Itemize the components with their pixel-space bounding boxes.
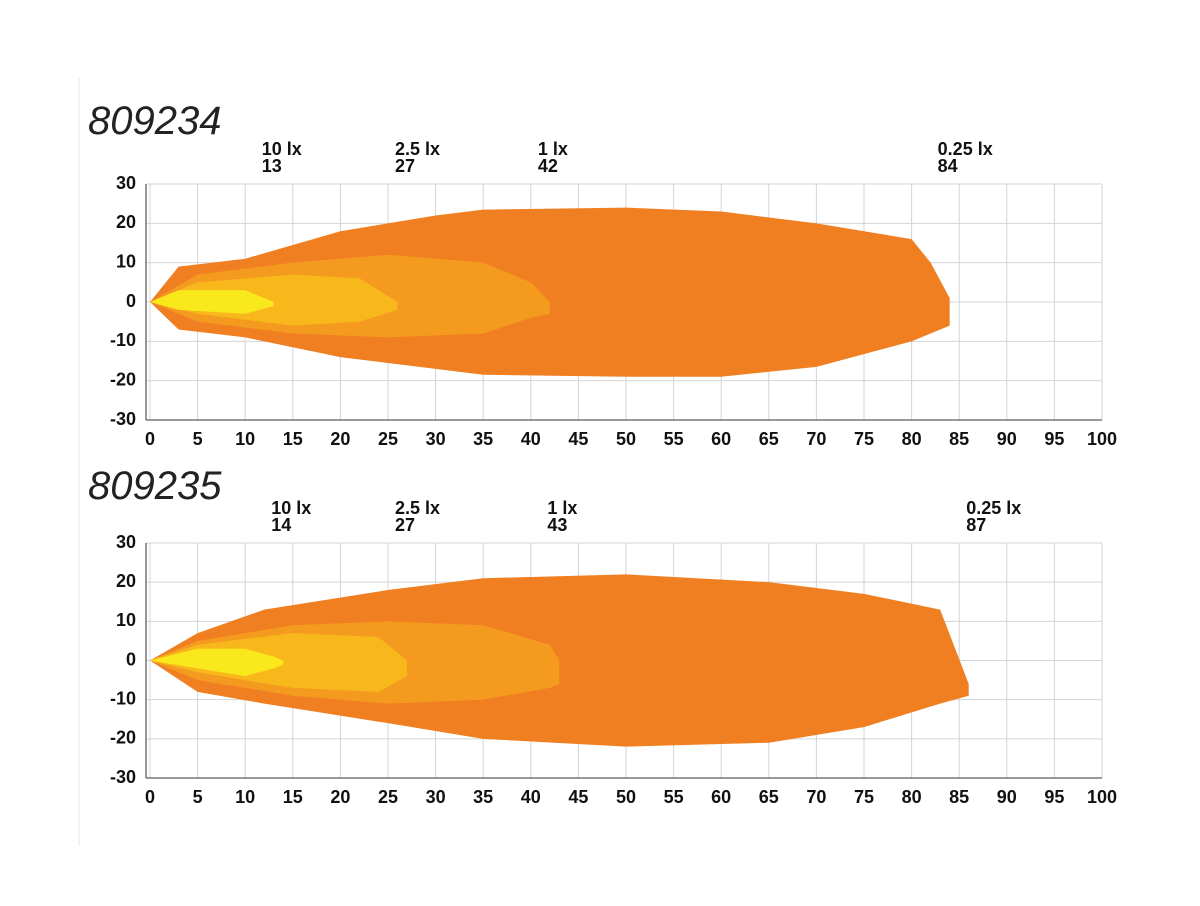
x-tick-label: 35: [473, 429, 493, 449]
x-tick-label: 5: [193, 787, 203, 807]
x-tick-label: 5: [193, 429, 203, 449]
x-tick-label: 15: [283, 429, 303, 449]
lux-distance: 42: [538, 156, 558, 176]
x-tick-label: 55: [664, 429, 684, 449]
lux-label: 10 lx: [262, 139, 302, 159]
lux-distance: 27: [395, 515, 415, 535]
lux-distance: 84: [938, 156, 958, 176]
y-tick-label: 20: [116, 212, 136, 232]
x-tick-label: 30: [426, 429, 446, 449]
lux-distance: 27: [395, 156, 415, 176]
isolux-area: [150, 274, 398, 326]
x-tick-label: 20: [330, 787, 350, 807]
x-tick-label: 100: [1087, 429, 1117, 449]
y-tick-label: -30: [110, 767, 136, 787]
x-tick-label: 95: [1044, 429, 1064, 449]
lux-label: 2.5 lx: [395, 498, 440, 518]
lux-label: 1 lx: [538, 139, 568, 159]
x-tick-label: 55: [664, 787, 684, 807]
x-tick-label: 10: [235, 429, 255, 449]
y-tick-label: 10: [116, 610, 136, 630]
y-tick-label: 10: [116, 251, 136, 271]
x-tick-label: 60: [711, 787, 731, 807]
y-tick-label: 0: [126, 291, 136, 311]
chart-title: 809234: [88, 99, 221, 143]
y-tick-label: -20: [110, 728, 136, 748]
x-tick-label: 50: [616, 429, 636, 449]
lux-distance: 87: [966, 515, 986, 535]
isolux-area: [150, 290, 274, 314]
x-tick-label: 75: [854, 787, 874, 807]
x-tick-label: 0: [145, 429, 155, 449]
lux-distance: 43: [547, 515, 567, 535]
lux-label: 0.25 lx: [966, 498, 1021, 518]
y-tick-label: 30: [116, 173, 136, 193]
x-tick-label: 40: [521, 787, 541, 807]
y-tick-label: 30: [116, 532, 136, 552]
lux-label: 1 lx: [547, 498, 577, 518]
lux-label: 2.5 lx: [395, 139, 440, 159]
x-tick-label: 85: [949, 429, 969, 449]
x-tick-label: 85: [949, 787, 969, 807]
x-tick-label: 90: [997, 429, 1017, 449]
y-tick-label: -10: [110, 330, 136, 350]
lux-distance: 14: [271, 515, 291, 535]
lux-label: 10 lx: [271, 498, 311, 518]
x-tick-label: 70: [806, 787, 826, 807]
x-tick-label: 70: [806, 429, 826, 449]
y-tick-label: 20: [116, 571, 136, 591]
x-tick-label: 45: [568, 429, 588, 449]
x-tick-label: 75: [854, 429, 874, 449]
x-tick-label: 40: [521, 429, 541, 449]
x-tick-label: 25: [378, 429, 398, 449]
x-tick-label: 30: [426, 787, 446, 807]
x-tick-label: 80: [902, 787, 922, 807]
lux-distance: 13: [262, 156, 282, 176]
x-tick-label: 0: [145, 787, 155, 807]
x-tick-label: 15: [283, 787, 303, 807]
x-tick-label: 50: [616, 787, 636, 807]
x-tick-label: 65: [759, 787, 779, 807]
x-tick-label: 25: [378, 787, 398, 807]
x-tick-label: 100: [1087, 787, 1117, 807]
y-tick-label: -30: [110, 409, 136, 429]
x-tick-label: 95: [1044, 787, 1064, 807]
x-tick-label: 45: [568, 787, 588, 807]
y-tick-label: 0: [126, 649, 136, 669]
chart-title: 809235: [88, 464, 222, 508]
y-tick-label: -10: [110, 688, 136, 708]
x-tick-label: 10: [235, 787, 255, 807]
isolux-area: [150, 648, 284, 677]
x-tick-label: 90: [997, 787, 1017, 807]
x-tick-label: 20: [330, 429, 350, 449]
x-tick-label: 80: [902, 429, 922, 449]
y-tick-label: -20: [110, 369, 136, 389]
x-tick-label: 35: [473, 787, 493, 807]
lux-label: 0.25 lx: [938, 139, 993, 159]
x-tick-label: 65: [759, 429, 779, 449]
x-tick-label: 60: [711, 429, 731, 449]
